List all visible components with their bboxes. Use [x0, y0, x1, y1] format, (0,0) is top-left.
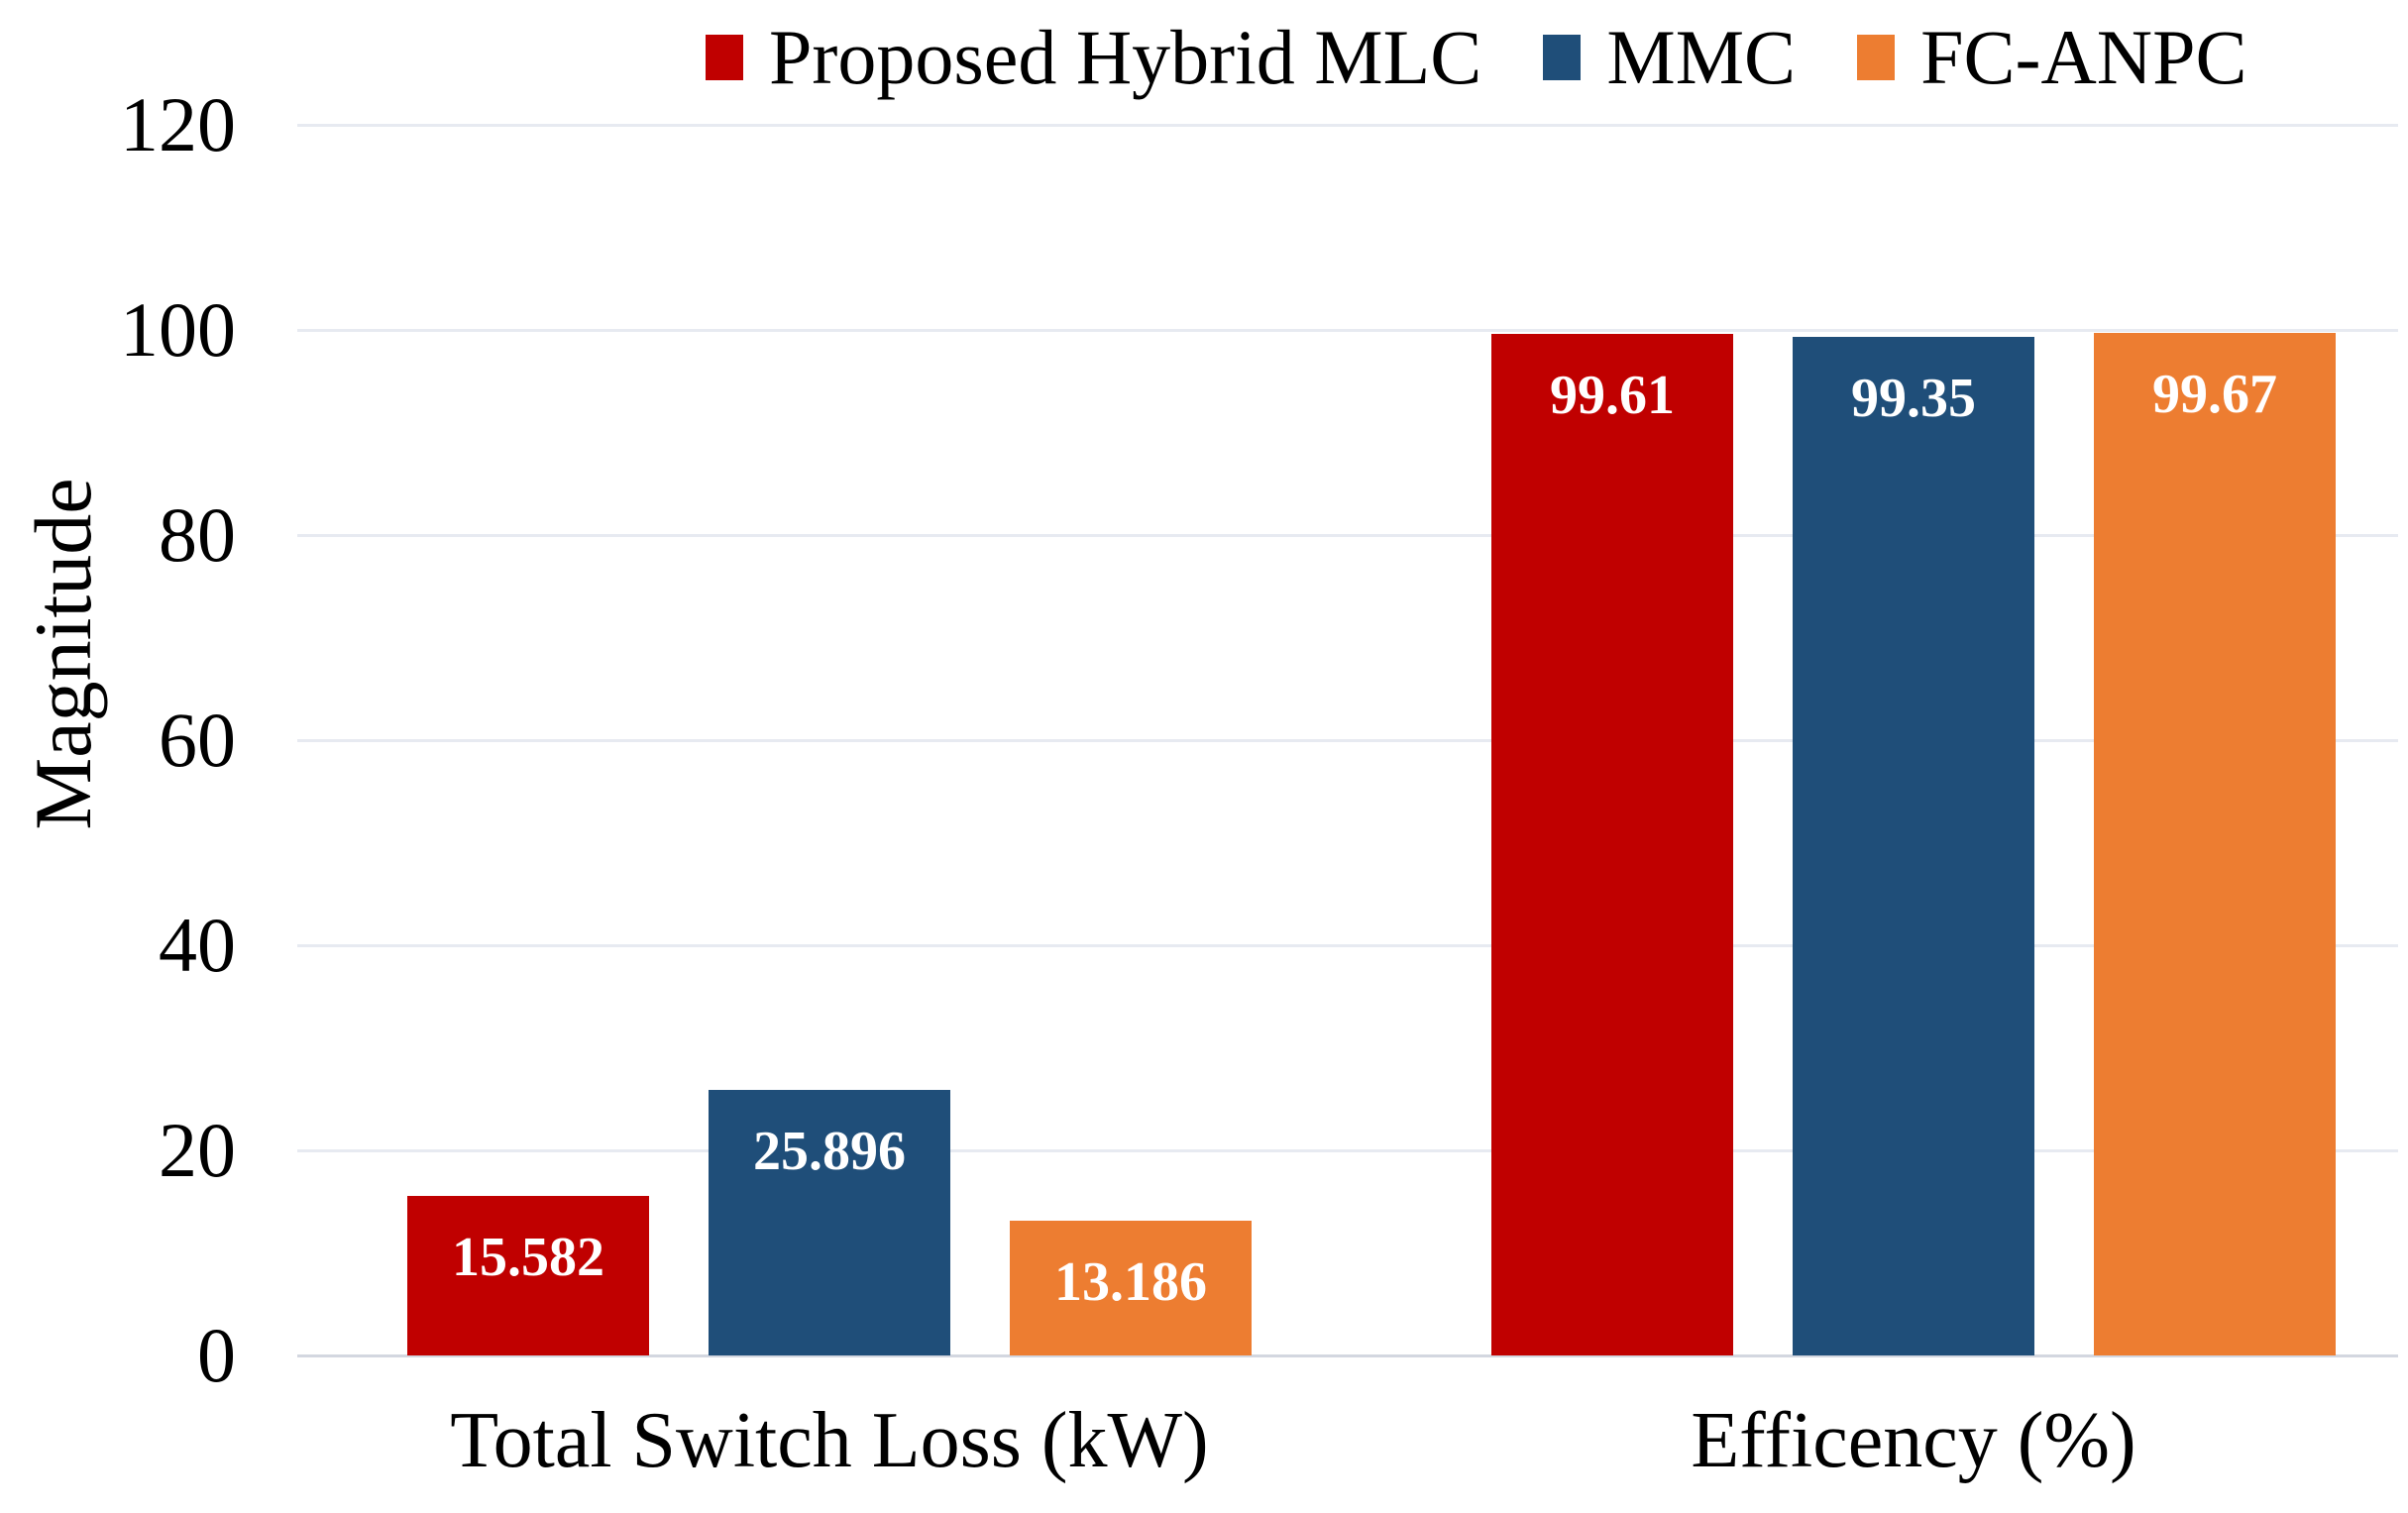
x-axis-line	[297, 1354, 2398, 1357]
gridline	[297, 124, 2398, 127]
bar-data-label: 99.61	[1550, 365, 1675, 427]
y-tick-label: 80	[159, 491, 236, 578]
bar-fc-anpc: 99.67	[2094, 333, 2336, 1355]
legend-label: Proposed Hybrid MLC	[769, 14, 1482, 100]
legend-item: MMC	[1543, 19, 1796, 96]
y-tick-label: 40	[159, 902, 236, 988]
x-category-label: Total Switch Loss (kW)	[450, 1397, 1209, 1484]
y-tick-label: 120	[120, 81, 236, 167]
legend-label: FC-ANPC	[1920, 14, 2247, 100]
bar-data-label: 15.582	[452, 1226, 604, 1288]
gridline	[297, 534, 2398, 537]
bar-data-label: 25.896	[753, 1120, 906, 1182]
legend: Proposed Hybrid MLC MMC FC-ANPC	[706, 10, 2247, 105]
legend-swatch-icon	[1857, 35, 1896, 80]
plot-area: 0 20 40 60 80 100 120 15.582 25.896 13.186 99.61 99…	[120, 86, 2398, 1394]
bar-data-label: 99.35	[1851, 367, 1976, 429]
legend-label: MMC	[1606, 14, 1797, 100]
legend-swatch-icon	[1543, 35, 1582, 80]
bar-data-label: 99.67	[2152, 364, 2277, 426]
bar-mmc: 25.896	[709, 1089, 950, 1355]
gridline	[297, 329, 2398, 332]
y-tick-label: 100	[120, 286, 236, 373]
gridline	[297, 944, 2398, 947]
x-category-label: Efficency (%)	[1691, 1397, 2136, 1484]
gridline	[297, 739, 2398, 742]
gridline	[297, 1149, 2398, 1152]
bar-mmc: 99.35	[1793, 336, 2034, 1355]
bar-proposed-hybrid-mlc: 15.582	[407, 1195, 649, 1355]
bar-data-label: 13.186	[1054, 1250, 1207, 1313]
y-tick-label: 60	[159, 697, 236, 783]
bar-fc-anpc: 13.186	[1010, 1220, 1252, 1355]
legend-item: FC-ANPC	[1857, 14, 2247, 100]
legend-swatch-icon	[706, 35, 743, 80]
bar-proposed-hybrid-mlc: 99.61	[1491, 334, 1733, 1355]
legend-item: Proposed Hybrid MLC	[706, 19, 1481, 96]
y-tick-label: 20	[159, 1107, 236, 1193]
y-tick-label: 0	[197, 1312, 236, 1398]
